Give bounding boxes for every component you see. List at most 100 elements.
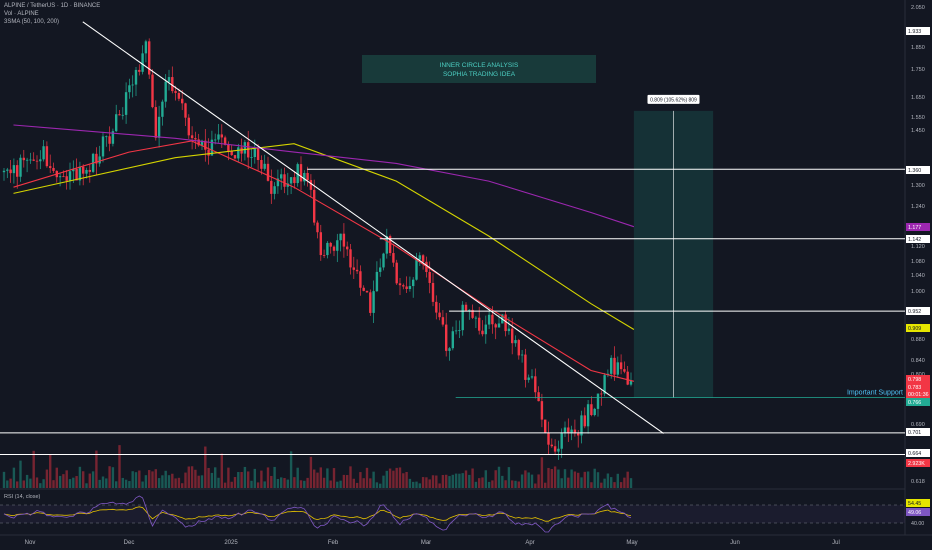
support-annotation: Important Support <box>847 390 903 397</box>
candle-body <box>563 427 567 434</box>
symbol-title[interactable]: ALPINE / TetherUS · 1D · BINANCE <box>4 3 101 9</box>
volume-bar <box>563 469 567 488</box>
volume-bar <box>289 451 293 488</box>
candle-body <box>415 259 418 280</box>
price-badge <box>906 449 930 457</box>
volume-bar <box>204 446 207 488</box>
candle-body <box>164 81 167 102</box>
volume-bar <box>309 456 313 488</box>
price-badge-text: 1.360 <box>908 168 921 174</box>
candle-body <box>359 271 362 288</box>
volume-bar <box>16 481 19 488</box>
volume-bar <box>276 478 280 488</box>
candle-body <box>266 163 270 181</box>
volume-bar <box>365 467 369 488</box>
candle-body <box>58 176 62 178</box>
candle-body <box>349 249 352 268</box>
volume-bar <box>626 471 629 488</box>
volume-bar <box>210 472 214 488</box>
candle-body <box>98 156 101 164</box>
candle-body <box>494 324 497 328</box>
candle-body <box>560 433 563 449</box>
volume-bar <box>58 475 62 488</box>
volume-bar <box>25 474 29 488</box>
volume-legend: Vol · ALPINE <box>4 11 39 17</box>
candle-body <box>72 168 75 172</box>
x-label-jun: Jun <box>730 540 740 546</box>
volume-bar <box>319 467 322 488</box>
candle-body <box>194 138 197 140</box>
candle-body <box>451 331 454 349</box>
candle-body <box>567 427 570 434</box>
candle-body <box>623 369 626 372</box>
candle-body <box>9 169 12 174</box>
candle-body <box>233 155 237 159</box>
volume-bar <box>88 473 91 488</box>
volume-bar <box>260 470 263 488</box>
candle-body <box>42 146 45 160</box>
volume-bar <box>517 481 520 488</box>
volume-bar <box>461 473 464 488</box>
volume-bar <box>435 475 438 488</box>
candle-body <box>441 317 445 325</box>
rsi-ma-line <box>3 506 632 522</box>
candle-body <box>82 166 85 174</box>
candle-body <box>190 135 194 139</box>
volume-bar <box>474 481 478 488</box>
candle-body <box>322 255 326 256</box>
candle-body <box>115 114 118 132</box>
price-badge-text: 0.664 <box>908 451 921 457</box>
volume-bar <box>540 457 544 488</box>
price-badge-text: 1.177 <box>908 225 921 231</box>
volume-bar <box>507 467 511 488</box>
volume-bar <box>121 477 124 488</box>
candle-body <box>408 286 412 289</box>
candle-body <box>2 170 6 173</box>
candle-body <box>62 176 65 178</box>
candle-body <box>332 246 336 251</box>
candle-body <box>85 169 88 174</box>
candle-body <box>573 429 577 434</box>
candle-body <box>428 271 431 283</box>
volume-bar <box>223 482 227 488</box>
price-badge-text: 0.952 <box>908 309 921 315</box>
candle-body <box>319 232 322 256</box>
candle-body <box>355 269 359 272</box>
candle-body <box>511 328 514 344</box>
volume-bar <box>497 466 501 488</box>
candle-body <box>326 242 329 256</box>
candle-body <box>293 177 296 184</box>
volume-bar <box>484 470 487 488</box>
volume-bar <box>167 475 171 488</box>
volume-bar <box>115 481 118 488</box>
candle-body <box>504 314 507 332</box>
x-label-dec: Dec <box>123 540 135 546</box>
volume-bar <box>6 480 9 488</box>
volume-bar <box>283 478 286 488</box>
candle-body <box>474 317 478 319</box>
sma-legend[interactable]: 3SMA (50, 100, 200) <box>4 19 60 25</box>
candle-body <box>187 117 190 136</box>
rsi-label: RSI (14, close) <box>4 494 41 500</box>
candle-body <box>596 393 600 409</box>
candle-body <box>283 174 286 187</box>
price-tick: 2.050 <box>911 5 925 11</box>
price-badge-text: 0.783 <box>908 385 921 391</box>
volume-bar <box>398 467 402 488</box>
volume-bar <box>303 480 306 488</box>
candle-body <box>273 186 276 194</box>
price-badge <box>906 324 930 332</box>
volume-bar <box>583 471 586 488</box>
volume-bar <box>336 481 339 488</box>
price-tick: 1.240 <box>911 204 925 210</box>
candle-body <box>19 157 22 177</box>
volume-bar <box>280 477 283 488</box>
candle-body <box>121 114 124 116</box>
candle-body <box>280 174 283 179</box>
sma-line-200 <box>13 124 635 228</box>
volume-bar <box>85 483 88 488</box>
candle-body <box>385 236 388 254</box>
volume-bar <box>448 476 451 488</box>
volume-bar <box>62 474 65 488</box>
